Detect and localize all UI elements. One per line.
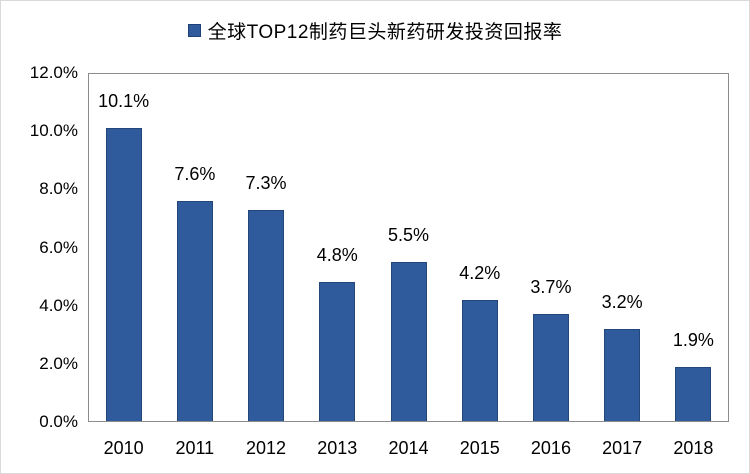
x-tick-label: 2013 (317, 438, 358, 458)
bar-value-label: 10.1% (98, 91, 150, 112)
x-tick-label: 2018 (673, 438, 714, 458)
y-tick-label: 0.0% (39, 412, 78, 431)
legend-marker-icon (187, 24, 201, 37)
bar-2018 (675, 366, 712, 421)
y-tick-label: 4.0% (39, 295, 78, 315)
x-tick-label: 2017 (602, 438, 643, 458)
x-tick-label: 2010 (103, 438, 144, 458)
bar-2015 (461, 299, 498, 421)
bar-2010 (105, 128, 142, 421)
y-tick-label: 10.0% (29, 121, 78, 141)
bar-2017 (604, 328, 641, 421)
x-tick-label: 2011 (175, 438, 215, 458)
bar-2013 (319, 282, 356, 421)
bar-value-label: 3.7% (530, 277, 572, 298)
x-tick-label: 2015 (459, 438, 500, 458)
bar-value-label: 1.9% (672, 329, 714, 350)
chart-legend: 全球TOP12制药巨头新药研发投资回报率 (1, 17, 749, 44)
y-tick-label: 6.0% (39, 237, 78, 257)
y-tick-label: 12.0% (29, 63, 78, 82)
bar-value-label: 7.6% (174, 163, 216, 184)
x-tick-label: 2012 (246, 438, 287, 458)
bar-2014 (390, 262, 427, 421)
x-tick-label: 2016 (530, 438, 571, 458)
x-tick-label: 2014 (388, 438, 429, 458)
bar-2016 (532, 314, 569, 421)
bar-value-label: 7.3% (245, 172, 287, 193)
bar-2011 (176, 200, 213, 421)
bar-value-label: 3.2% (601, 291, 643, 312)
bar-value-label: 5.5% (387, 225, 430, 246)
legend-label: 全球TOP12制药巨头新药研发投资回报率 (207, 22, 563, 43)
y-tick-label: 8.0% (39, 179, 78, 199)
y-tick-label: 2.0% (39, 353, 78, 373)
bar-2012 (248, 209, 285, 421)
bar-value-label: 4.2% (459, 262, 501, 283)
bar-value-label: 4.8% (316, 245, 358, 266)
